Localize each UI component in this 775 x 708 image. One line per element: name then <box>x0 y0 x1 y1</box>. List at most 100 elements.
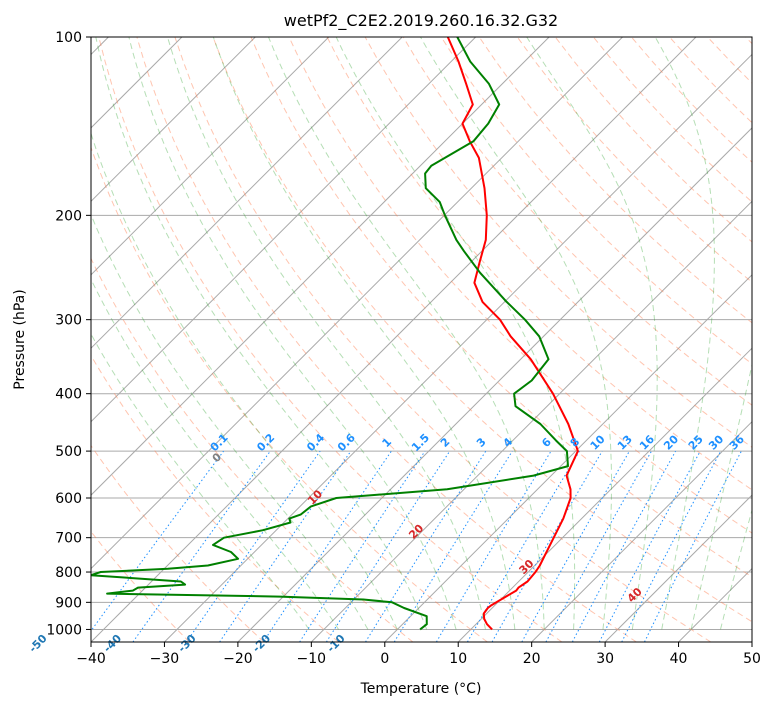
mixing-ratio-line <box>393 450 513 642</box>
isotherm-line <box>164 53 752 642</box>
isotherm-line <box>91 37 697 642</box>
mixing-ratio-line <box>91 450 225 632</box>
axes: −40 −30 −20 −10 0 10 20 30 40 50 100 200 300 400 500 60… <box>46 30 761 667</box>
dry-adiabat-line <box>288 37 752 534</box>
isotherm-line <box>531 420 752 642</box>
dry-adiabat-label: 20 <box>406 521 426 541</box>
dry-adiabat-line <box>440 37 752 365</box>
y-tick-label: 100 <box>55 30 82 46</box>
mixing-ratio-label: 36 <box>727 432 747 452</box>
mixing-ratio-line <box>435 450 552 642</box>
dry-adiabat-line <box>593 37 752 203</box>
dry-adiabat-line <box>745 37 752 45</box>
isotherm-line <box>91 37 330 276</box>
moist-adiabat-line <box>95 37 428 630</box>
mixing-ratio-label: 25 <box>686 433 706 453</box>
mixing-ratio-label: 2 <box>438 435 453 450</box>
moist-adiabat-line <box>720 508 752 630</box>
dry-adiabat-line <box>136 37 637 642</box>
y-tick-label: 200 <box>55 208 82 224</box>
x-tick-label: 0 <box>380 651 389 667</box>
moist-adiabat-line <box>128 37 457 630</box>
y-tick-label: 900 <box>55 595 82 611</box>
moist-adiabat-line <box>167 37 486 630</box>
isotherm-line <box>310 200 752 642</box>
isotherm-line <box>237 127 752 642</box>
y-tick-label: 800 <box>55 565 82 581</box>
x-tick-label: −40 <box>76 651 106 667</box>
moist-adiabat-line <box>91 333 310 630</box>
mixing-ratio-line <box>186 450 321 642</box>
mixing-ratio-label: 8 <box>568 435 583 450</box>
y-tick-label: 400 <box>55 387 82 403</box>
dry-adiabat-label: -20 <box>250 632 273 655</box>
moist-adiabat-line <box>91 278 339 630</box>
dry-adiabat-line <box>91 530 190 642</box>
moist-adiabat-line <box>212 37 516 630</box>
x-tick-label: −10 <box>297 651 327 667</box>
y-tick-label: 300 <box>55 313 82 329</box>
dry-adiabat-line <box>669 37 752 124</box>
isotherm-line <box>91 37 623 570</box>
plot-frame <box>90 36 753 643</box>
mixing-ratio-line <box>299 450 426 642</box>
moist-adiabat-line <box>526 37 658 630</box>
y-tick-label: 700 <box>55 531 82 547</box>
dry-adiabat-label: 10 <box>305 487 325 507</box>
dry-adiabat-line <box>91 145 488 642</box>
temperature-profile-line <box>446 37 579 631</box>
y-axis-label: Pressure (hPa) <box>12 289 28 389</box>
x-tick-label: −20 <box>223 651 253 667</box>
x-tick-label: 50 <box>743 651 761 667</box>
mixing-ratio-line <box>219 450 352 642</box>
moist-adiabat-line <box>335 37 576 630</box>
dry-adiabat-line <box>250 37 752 578</box>
mixing-ratio-line <box>545 450 652 642</box>
mixing-ratio-line <box>132 450 271 642</box>
dry-adiabat-line <box>98 37 563 642</box>
moist-adiabat-line <box>420 37 612 630</box>
dry-adiabat-line <box>554 37 752 243</box>
x-tick-label: 40 <box>670 651 688 667</box>
dry-adiabat-line <box>631 37 752 163</box>
isotherm-line <box>678 567 752 642</box>
dry-adiabat-line <box>516 37 752 283</box>
mixing-ratio-line <box>644 450 742 642</box>
dry-adiabat-line <box>174 37 712 642</box>
dry-adiabat-label: -10 <box>324 632 347 655</box>
mixing-ratio-line <box>365 450 487 642</box>
mixing-ratio-line <box>325 450 451 642</box>
x-tick-label: −30 <box>150 651 180 667</box>
moist-adiabat-line <box>268 37 545 630</box>
profile-lines <box>91 37 579 631</box>
mixing-ratio-line <box>598 450 701 642</box>
dry-adiabat-line <box>402 37 752 406</box>
mixing-ratio-line <box>521 450 630 642</box>
dry-adiabat-line <box>91 354 339 642</box>
dry-adiabat-line <box>91 444 265 642</box>
x-axis-label: Temperature (°C) <box>360 681 482 697</box>
dry-adiabat-line <box>364 37 752 448</box>
dry-adiabat-line <box>478 37 752 324</box>
moist-adiabat-line <box>91 213 369 630</box>
isotherm-line <box>604 494 752 642</box>
dry-adiabat-line <box>212 37 752 623</box>
y-tick-label: 500 <box>55 444 82 460</box>
mixing-ratio-line <box>571 450 677 642</box>
chart-title: wetPf2_C2E2.2019.260.16.32.G32 <box>284 11 558 31</box>
moist-adiabat-line <box>690 362 752 630</box>
isotherm-line <box>91 37 403 349</box>
isotherm-line <box>91 37 550 496</box>
y-tick-label: 1000 <box>46 622 82 638</box>
moist-adiabat-line <box>654 37 715 630</box>
isotherm-line <box>91 37 256 203</box>
mixing-ratio-label: 3 <box>474 435 489 450</box>
isotherm-line <box>91 37 477 423</box>
background-grid <box>91 37 752 642</box>
moist-adiabat-line <box>91 131 398 630</box>
mixing-ratio-line <box>262 450 392 642</box>
x-tick-label: 20 <box>523 651 541 667</box>
dry-adiabat-line <box>326 37 752 491</box>
isotherm-line <box>457 347 752 642</box>
